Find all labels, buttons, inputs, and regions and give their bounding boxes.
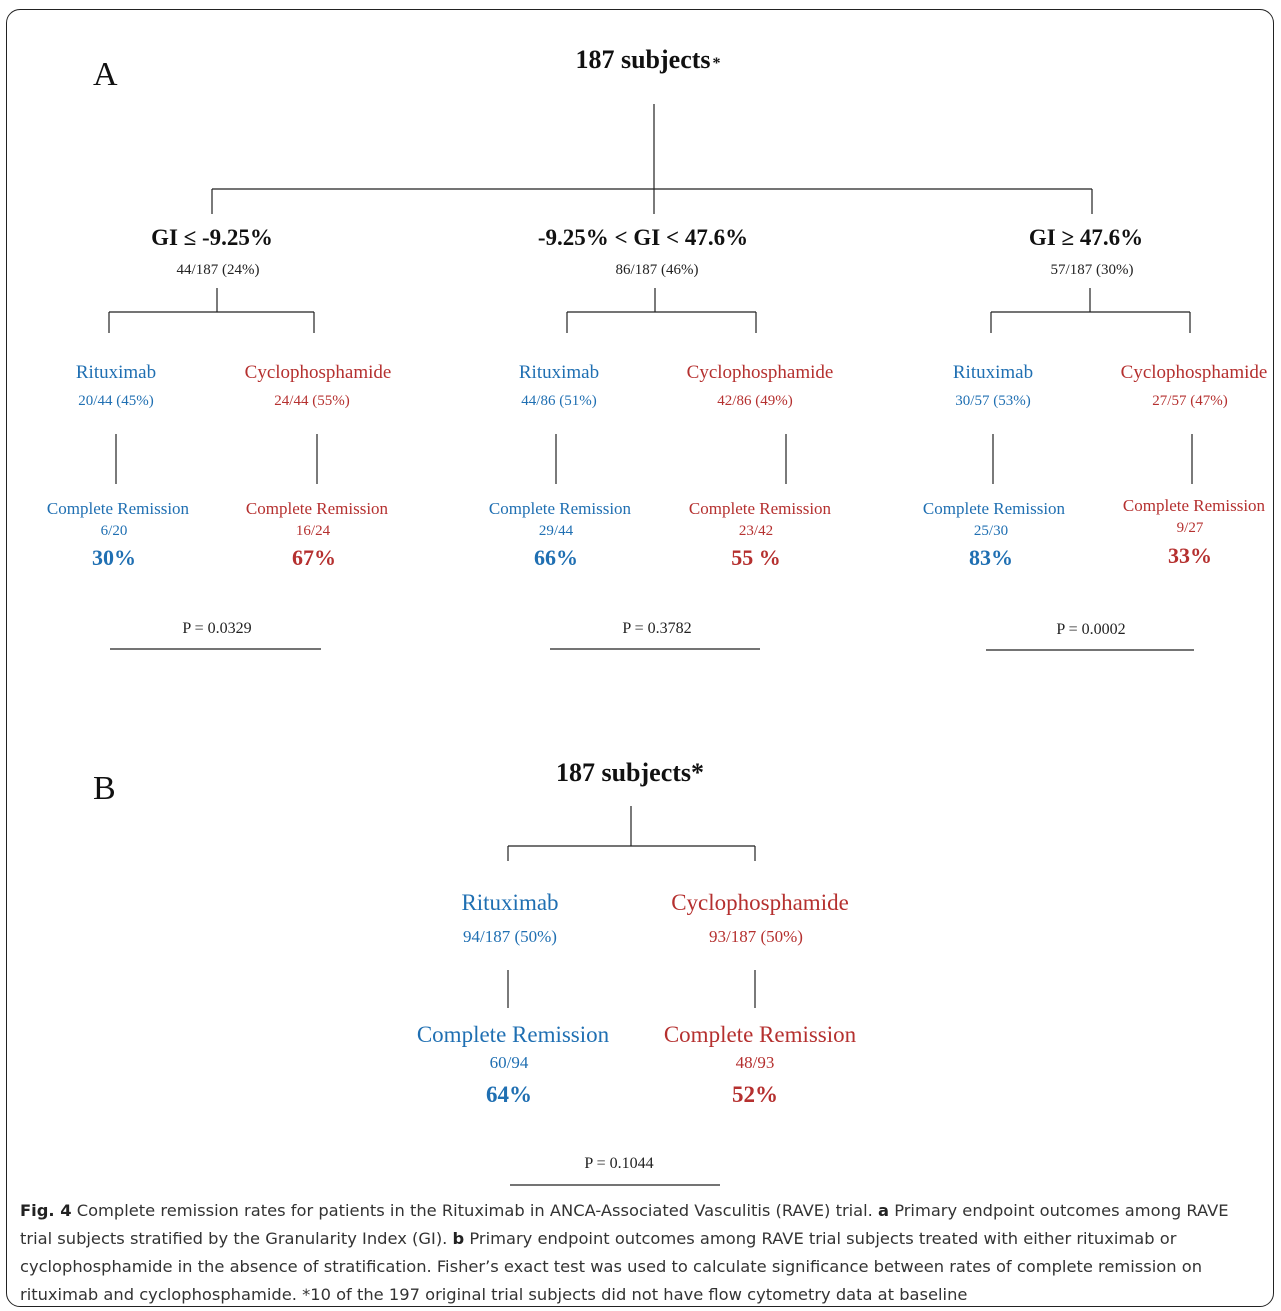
group-high-rituximab-cr-fraction: 25/30 (974, 523, 1008, 539)
group-mid-rituximab-cr-percent: 66% (534, 545, 578, 570)
group-low-rituximab-cr-fraction: 6/20 (101, 523, 128, 539)
panel-a-root-node: 187 subjects * (575, 45, 720, 74)
group-high-cyclophosphamide-cr-label: Complete Remission (1123, 496, 1266, 515)
group-high-rituximab-label: Rituximab (953, 362, 1033, 383)
group-mid-p-value: P = 0.3782 (622, 620, 691, 637)
group-low-rituximab-cr-percent: 30% (92, 545, 136, 570)
caption-fig-label: Fig. 4 (20, 1201, 72, 1220)
panel-b-root-text: 187 subjects* (556, 758, 704, 787)
panel-a-label: A (93, 56, 118, 93)
caption-label-a: a (878, 1201, 890, 1220)
panel-b-cyclophosphamide-fraction: 93/187 (50%) (709, 927, 803, 946)
panel-a-root-connectors (211, 104, 1093, 214)
group-high-rituximab-cr-percent: 83% (969, 545, 1013, 570)
group-high-cyclophosphamide-cr-percent: 33% (1168, 543, 1212, 568)
panel-b-cyclophosphamide-cr-percent: 52% (732, 1082, 778, 1107)
panel-b-rituximab-cr-fraction: 60/94 (490, 1053, 529, 1072)
group-mid-cyclophosphamide-label: Cyclophosphamide (687, 362, 834, 383)
group-mid-cyclophosphamide-cr-label: Complete Remission (689, 499, 832, 518)
flow-diagram: A 187 subjects * GI ≤ -9.25% 44/187 (24%)… (47, 45, 1268, 1186)
gi-group-high-title: GI ≥ 47.6% (1029, 225, 1143, 250)
gi-group-mid-title: -9.25% < GI < 47.6% (538, 225, 748, 250)
group-high-rituximab-fraction: 30/57 (53%) (955, 393, 1030, 409)
gi-group-mid: -9.25% < GI < 47.6% 86/187 (46%) Rituxim… (489, 225, 834, 650)
panel-b-cyclophosphamide-cr-label: Complete Remission (664, 1022, 857, 1047)
gi-group-low: GI ≤ -9.25% 44/187 (24%) Rituximab 20/44… (47, 225, 392, 650)
group-low-rituximab-fraction: 20/44 (45%) (78, 393, 153, 409)
group-low-cyclophosphamide-cr-percent: 67% (292, 545, 336, 570)
figure-frame (6, 9, 1274, 1307)
group-mid-rituximab-label: Rituximab (519, 362, 599, 383)
gi-group-high-fraction: 57/187 (30%) (1051, 262, 1134, 278)
panel-b-rituximab-fraction: 94/187 (50%) (463, 927, 557, 946)
gi-group-mid-fraction: 86/187 (46%) (616, 262, 699, 278)
group-low-p-value: P = 0.0329 (182, 620, 251, 637)
caption-text-2: Primary endpoint outcomes among RAVE tri… (20, 1201, 1229, 1248)
gi-group-low-fraction: 44/187 (24%) (177, 262, 260, 278)
group-mid-rituximab-fraction: 44/86 (51%) (521, 393, 596, 409)
group-mid-cyclophosphamide-fraction: 42/86 (49%) (717, 393, 792, 409)
group-mid-rituximab-cr-fraction: 29/44 (539, 523, 574, 539)
group-low-rituximab-cr-label: Complete Remission (47, 499, 190, 518)
panel-b-p-value: P = 0.1044 (584, 1155, 653, 1172)
panel-b-cyclophosphamide-cr-fraction: 48/93 (736, 1053, 775, 1072)
panel-a-root-text: 187 subjects (575, 45, 710, 74)
group-high-cyclophosphamide-cr-fraction: 9/27 (1177, 520, 1204, 536)
panel-b-rituximab-cr-label: Complete Remission (417, 1022, 610, 1047)
panel-b: B 187 subjects* Rituximab 94/187 (50%) C… (93, 758, 857, 1186)
group-mid-rituximab-cr-label: Complete Remission (489, 499, 632, 518)
caption-text-1: Complete remission rates for patients in… (71, 1201, 879, 1220)
panel-b-rituximab-label: Rituximab (461, 890, 558, 915)
panel-b-cyclophosphamide-label: Cyclophosphamide (671, 890, 849, 915)
group-low-cyclophosphamide-label: Cyclophosphamide (245, 362, 392, 383)
group-mid-cyclophosphamide-cr-fraction: 23/42 (739, 523, 773, 539)
caption-text-3: Primary endpoint outcomes among RAVE tri… (20, 1229, 1203, 1304)
caption-label-b: b (452, 1229, 465, 1248)
group-high-cyclophosphamide-fraction: 27/57 (47%) (1152, 393, 1227, 409)
panel-a-root-star: * (713, 55, 721, 72)
group-low-cyclophosphamide-fraction: 24/44 (55%) (274, 393, 349, 409)
gi-group-low-title: GI ≤ -9.25% (151, 225, 273, 250)
group-mid-cyclophosphamide-cr-percent: 55 % (731, 545, 781, 570)
panel-b-label: B (93, 770, 116, 807)
group-high-rituximab-cr-label: Complete Remission (923, 499, 1066, 518)
group-low-cyclophosphamide-cr-fraction: 16/24 (296, 523, 331, 539)
gi-group-high: GI ≥ 47.6% 57/187 (30%) Rituximab 30/57 … (923, 225, 1268, 651)
group-low-cyclophosphamide-cr-label: Complete Remission (246, 499, 389, 518)
group-high-p-value: P = 0.0002 (1056, 621, 1125, 638)
figure-caption: Fig. 4 Complete remission rates for pati… (20, 1197, 1260, 1309)
group-low-rituximab-label: Rituximab (76, 362, 156, 383)
panel-b-rituximab-cr-percent: 64% (486, 1082, 532, 1107)
group-high-cyclophosphamide-label: Cyclophosphamide (1121, 362, 1268, 383)
